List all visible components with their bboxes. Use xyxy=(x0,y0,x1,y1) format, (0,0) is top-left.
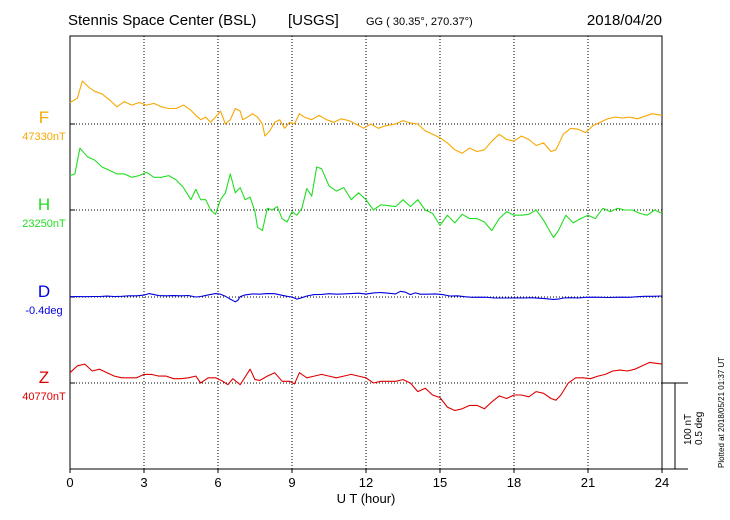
x-tick-label: 12 xyxy=(359,475,373,490)
trace-f xyxy=(69,80,663,154)
x-tick-label: 6 xyxy=(214,475,221,490)
x-tick-label: 0 xyxy=(66,475,73,490)
agency-label: [USGS] xyxy=(288,12,339,29)
x-tick-label: 3 xyxy=(140,475,147,490)
x-tick-label: 9 xyxy=(288,475,295,490)
station-coords: GG ( 30.35°, 270.37°) xyxy=(366,16,473,28)
x-tick-label: 24 xyxy=(655,475,669,490)
plotted-timestamp: Plotted at 2018/05/21 01:37 UT xyxy=(717,357,726,468)
x-axis: 0 3 6 9 12 15 18 21 24 xyxy=(66,469,669,490)
component-labels: F 47330nT H 23250nT D -0.4deg Z 40770nT xyxy=(22,108,66,403)
baseline-label-d: -0.4deg xyxy=(25,305,62,317)
component-label-h: H xyxy=(38,195,50,214)
baseline-label-f: 47330nT xyxy=(22,131,66,143)
chart-date: 2018/04/20 xyxy=(587,12,662,29)
trace-h xyxy=(69,147,663,239)
component-label-d: D xyxy=(38,282,50,301)
station-title: Stennis Space Center (BSL) xyxy=(68,12,256,29)
baseline-label-z: 40770nT xyxy=(22,391,66,403)
trace-z xyxy=(69,361,663,412)
component-label-z: Z xyxy=(39,368,49,387)
scale-angle-label: 0.5 deg xyxy=(694,412,705,445)
x-tick-label: 15 xyxy=(433,475,447,490)
x-tick-label: 18 xyxy=(507,475,521,490)
x-tick-label: 21 xyxy=(581,475,595,490)
grid xyxy=(70,36,662,469)
x-axis-label: U T (hour) xyxy=(337,491,396,506)
traces xyxy=(69,80,663,412)
baseline-label-h: 23250nT xyxy=(22,218,66,230)
scale-field-label: 100 nT xyxy=(683,414,694,445)
scale-bar: 100 nT 0.5 deg xyxy=(662,382,705,470)
component-label-f: F xyxy=(39,108,49,127)
trace-d xyxy=(69,290,663,303)
